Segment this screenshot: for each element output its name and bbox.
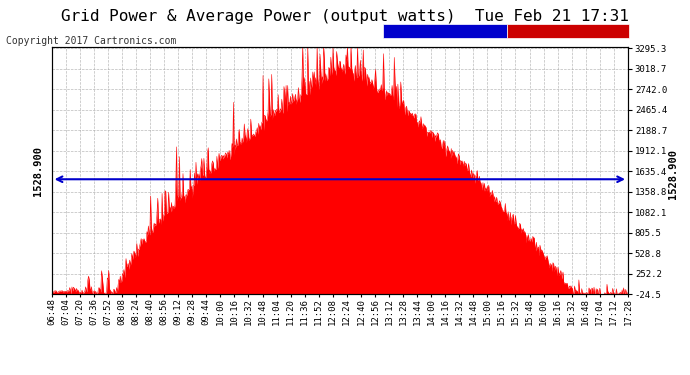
Text: Grid  (AC Watts): Grid (AC Watts) bbox=[525, 26, 611, 35]
Y-axis label: 1528.900: 1528.900 bbox=[32, 146, 43, 196]
Text: Average  (AC Watts): Average (AC Watts) bbox=[394, 26, 496, 35]
Text: Grid Power & Average Power (output watts)  Tue Feb 21 17:31: Grid Power & Average Power (output watts… bbox=[61, 9, 629, 24]
Text: 1528.900: 1528.900 bbox=[668, 149, 678, 200]
Text: Copyright 2017 Cartronics.com: Copyright 2017 Cartronics.com bbox=[6, 36, 176, 46]
